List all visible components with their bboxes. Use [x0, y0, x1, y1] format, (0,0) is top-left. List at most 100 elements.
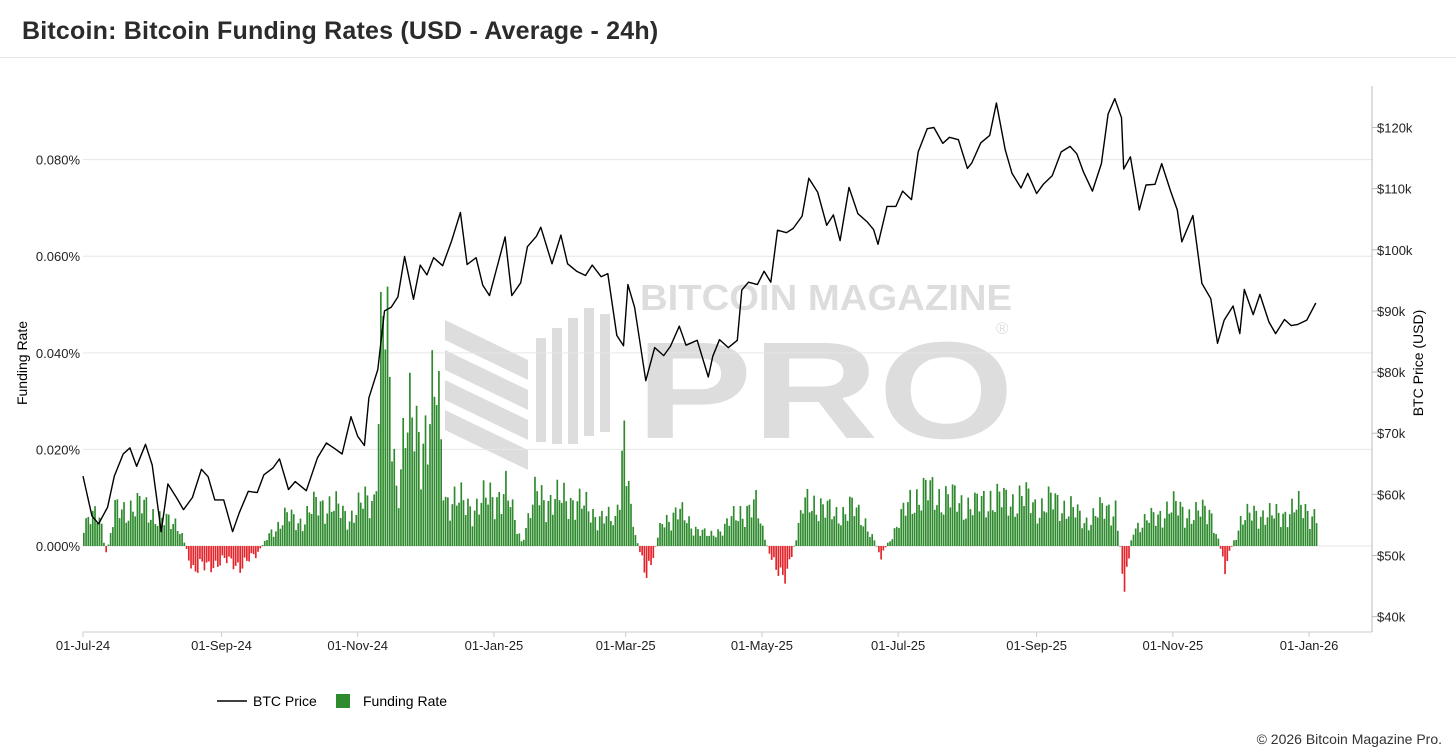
funding-rate-bar: [766, 545, 769, 547]
funding-rate-bar: [310, 513, 313, 547]
funding-rate-bar: [708, 535, 710, 547]
funding-rate-bar: [601, 510, 603, 547]
funding-rate-bar: [380, 291, 382, 547]
funding-rate-bar: [1016, 513, 1019, 547]
funding-rate-bar: [1297, 490, 1300, 547]
funding-rate-bar: [589, 522, 592, 547]
funding-rate-bar: [1128, 546, 1130, 559]
funding-rate-bar: [715, 537, 717, 547]
axes: [83, 86, 1373, 633]
funding-rate-bar: [844, 514, 847, 547]
funding-rate-bar: [279, 528, 282, 547]
funding-rate-bar: [306, 505, 309, 547]
legend-funding-rate-swatch: [336, 694, 350, 708]
funding-rate-bar: [1070, 496, 1072, 547]
funding-rate-bar: [871, 534, 874, 547]
watermark-line2: PRO: [636, 314, 1014, 468]
y-right-tick-label: $120k: [1377, 120, 1413, 135]
funding-rate-bar: [1148, 522, 1150, 547]
funding-rate-bar: [962, 519, 965, 547]
funding-rate-bar: [804, 497, 807, 547]
funding-rate-bar: [342, 505, 344, 547]
funding-rate-bar: [201, 546, 204, 562]
funding-rate-bar: [739, 506, 742, 547]
funding-rate-bar: [301, 531, 304, 547]
x-axis-ticks: 01-Jul-24 01-Sep-24 01-Nov-24 01-Jan-25 01-M…: [56, 632, 1338, 653]
y-left-tick-label: 0.080%: [36, 153, 81, 168]
funding-rate-bar: [540, 485, 543, 547]
funding-rate-bar: [362, 508, 364, 547]
funding-rate-bar: [409, 372, 411, 547]
funding-rate-bar: [1090, 524, 1092, 547]
funding-rate-bar: [636, 543, 639, 547]
funding-rate-bar: [1208, 509, 1211, 547]
funding-rate-bar: [149, 519, 152, 547]
funding-rate-bar: [723, 523, 726, 547]
funding-rate-bar: [333, 510, 335, 547]
funding-rate-bar: [681, 502, 684, 547]
funding-rate-bar: [261, 545, 264, 547]
funding-rate-bar: [315, 496, 317, 547]
funding-rate-bar: [491, 497, 494, 547]
x-tick-label: 01-Jul-25: [871, 638, 925, 653]
funding-rate-bar: [815, 514, 818, 547]
funding-rate-bar: [938, 489, 941, 547]
funding-rate-bar: [706, 535, 708, 547]
funding-rate-bar: [1302, 518, 1305, 547]
funding-rate-bar: [1032, 502, 1034, 547]
funding-rate-bar: [89, 524, 92, 547]
funding-rate-bar: [520, 541, 523, 547]
funding-rate-bar: [286, 512, 288, 547]
funding-rate-bar: [272, 536, 275, 547]
funding-rate-bar: [853, 516, 856, 547]
funding-rate-bar: [679, 508, 681, 547]
funding-rate-bar: [85, 518, 87, 547]
funding-rate-bar: [281, 525, 284, 547]
funding-rate-bar: [1201, 499, 1204, 547]
funding-rate-bar: [522, 539, 525, 547]
funding-rate-bar: [467, 498, 469, 547]
funding-rate-bar: [98, 517, 101, 547]
funding-rate-bar: [991, 510, 994, 547]
funding-rate-bar: [87, 516, 90, 547]
funding-rate-bar: [449, 520, 451, 547]
funding-rate-bar: [402, 418, 405, 547]
funding-rate-bar: [100, 523, 103, 547]
funding-rate-bar: [476, 498, 478, 547]
funding-rate-bar: [759, 523, 762, 547]
funding-rate-bar: [572, 500, 574, 547]
funding-rate-bar: [699, 535, 702, 547]
funding-rate-bar: [688, 516, 690, 547]
funding-rate-bar: [612, 525, 614, 547]
funding-rate-bar: [618, 509, 621, 547]
funding-rate-bar: [971, 515, 974, 547]
funding-rate-bar: [1065, 518, 1068, 547]
funding-rate-bar: [154, 523, 157, 547]
funding-rate-bar: [665, 514, 668, 547]
funding-rate-bar: [1029, 513, 1032, 547]
funding-rate-bar: [978, 511, 981, 547]
funding-rate-bar: [165, 513, 168, 547]
funding-rate-bar: [866, 531, 869, 547]
funding-rate-bar: [371, 500, 373, 547]
funding-rate-bar: [942, 514, 945, 547]
funding-rate-bar: [639, 546, 641, 553]
funding-rate-bar: [538, 505, 541, 547]
funding-rate-bar: [179, 534, 181, 547]
funding-rate-bar: [212, 546, 215, 569]
funding-rate-bar: [1161, 527, 1164, 547]
funding-rate-bar: [257, 546, 259, 552]
funding-rate-bar: [147, 522, 150, 547]
funding-rate-bar: [529, 518, 532, 547]
funding-rate-bar: [112, 527, 114, 547]
funding-rate-bar: [525, 527, 527, 547]
funding-rate-bar: [1181, 506, 1184, 547]
btc-price-line: [82, 98, 1317, 533]
funding-rate-bar: [674, 507, 677, 547]
funding-rate-bar: [94, 506, 96, 547]
funding-rate-bar: [493, 519, 496, 547]
funding-rate-bar: [672, 512, 675, 547]
funding-rate-bar: [1288, 514, 1291, 547]
funding-rate-bar: [252, 546, 255, 555]
funding-rate-bar: [83, 532, 85, 547]
